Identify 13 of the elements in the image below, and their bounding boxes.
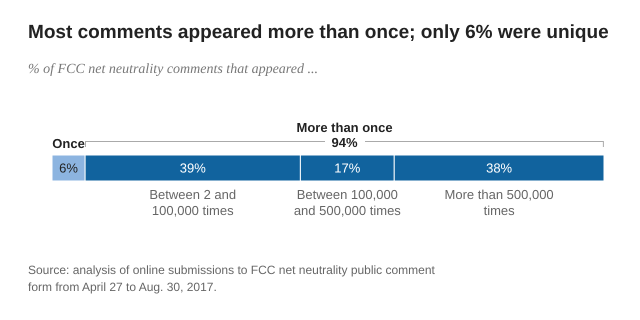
series-label: Between 100,000 and 500,000 times bbox=[292, 187, 402, 219]
data-label: 38% bbox=[486, 160, 513, 176]
chart-title: Most comments appeared more than once; only 6% were unique bbox=[28, 22, 609, 44]
series-label: More than 500,000 times bbox=[444, 187, 555, 219]
data-label: 17% bbox=[334, 160, 361, 176]
text: More than once bbox=[296, 120, 394, 135]
data-label: 39% bbox=[180, 160, 206, 176]
data-label: 6% bbox=[59, 160, 78, 176]
series-label: Once bbox=[51, 136, 86, 152]
source-note: Source: analysis of online submissions to FCC net neutrality public comment form from April 27 to Aug. 30, 2017. bbox=[28, 262, 436, 296]
text: 94% bbox=[324, 135, 365, 150]
series-label: Between 2 and 100,000 times bbox=[148, 187, 238, 219]
chart-subtitle: % of FCC net neutrality comments that appeared ... bbox=[28, 62, 318, 78]
